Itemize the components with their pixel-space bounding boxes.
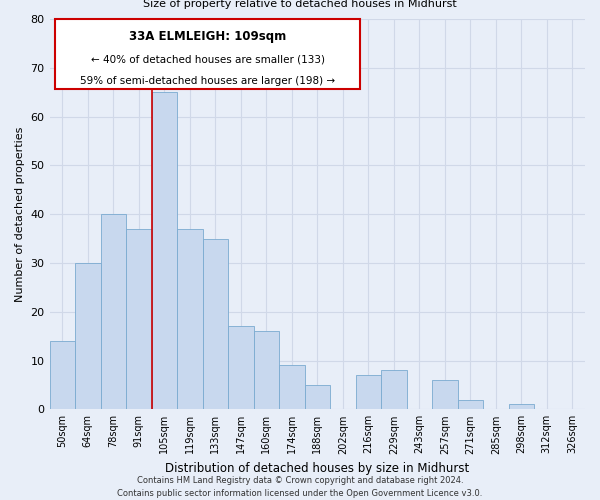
Text: 33A ELMLEIGH: 109sqm: 33A ELMLEIGH: 109sqm	[129, 30, 286, 43]
Text: Size of property relative to detached houses in Midhurst: Size of property relative to detached ho…	[143, 0, 457, 9]
Bar	[152, 92, 177, 410]
X-axis label: Distribution of detached houses by size in Midhurst: Distribution of detached houses by size …	[165, 462, 469, 475]
Bar	[50, 341, 75, 409]
Text: ← 40% of detached houses are smaller (133): ← 40% of detached houses are smaller (13…	[91, 54, 325, 64]
Bar	[458, 400, 483, 409]
Bar	[305, 385, 330, 409]
Bar	[203, 238, 228, 410]
Bar	[356, 375, 381, 410]
Bar	[228, 326, 254, 409]
Text: Contains HM Land Registry data © Crown copyright and database right 2024.
Contai: Contains HM Land Registry data © Crown c…	[118, 476, 482, 498]
Bar	[177, 229, 203, 410]
Bar	[381, 370, 407, 410]
Y-axis label: Number of detached properties: Number of detached properties	[15, 126, 25, 302]
Bar	[101, 214, 126, 410]
Bar	[432, 380, 458, 410]
Bar	[254, 331, 279, 409]
Bar	[75, 263, 101, 410]
FancyBboxPatch shape	[55, 19, 360, 90]
Text: 59% of semi-detached houses are larger (198) →: 59% of semi-detached houses are larger (…	[80, 76, 335, 86]
Bar	[126, 229, 152, 410]
Bar	[509, 404, 534, 409]
Bar	[279, 366, 305, 410]
